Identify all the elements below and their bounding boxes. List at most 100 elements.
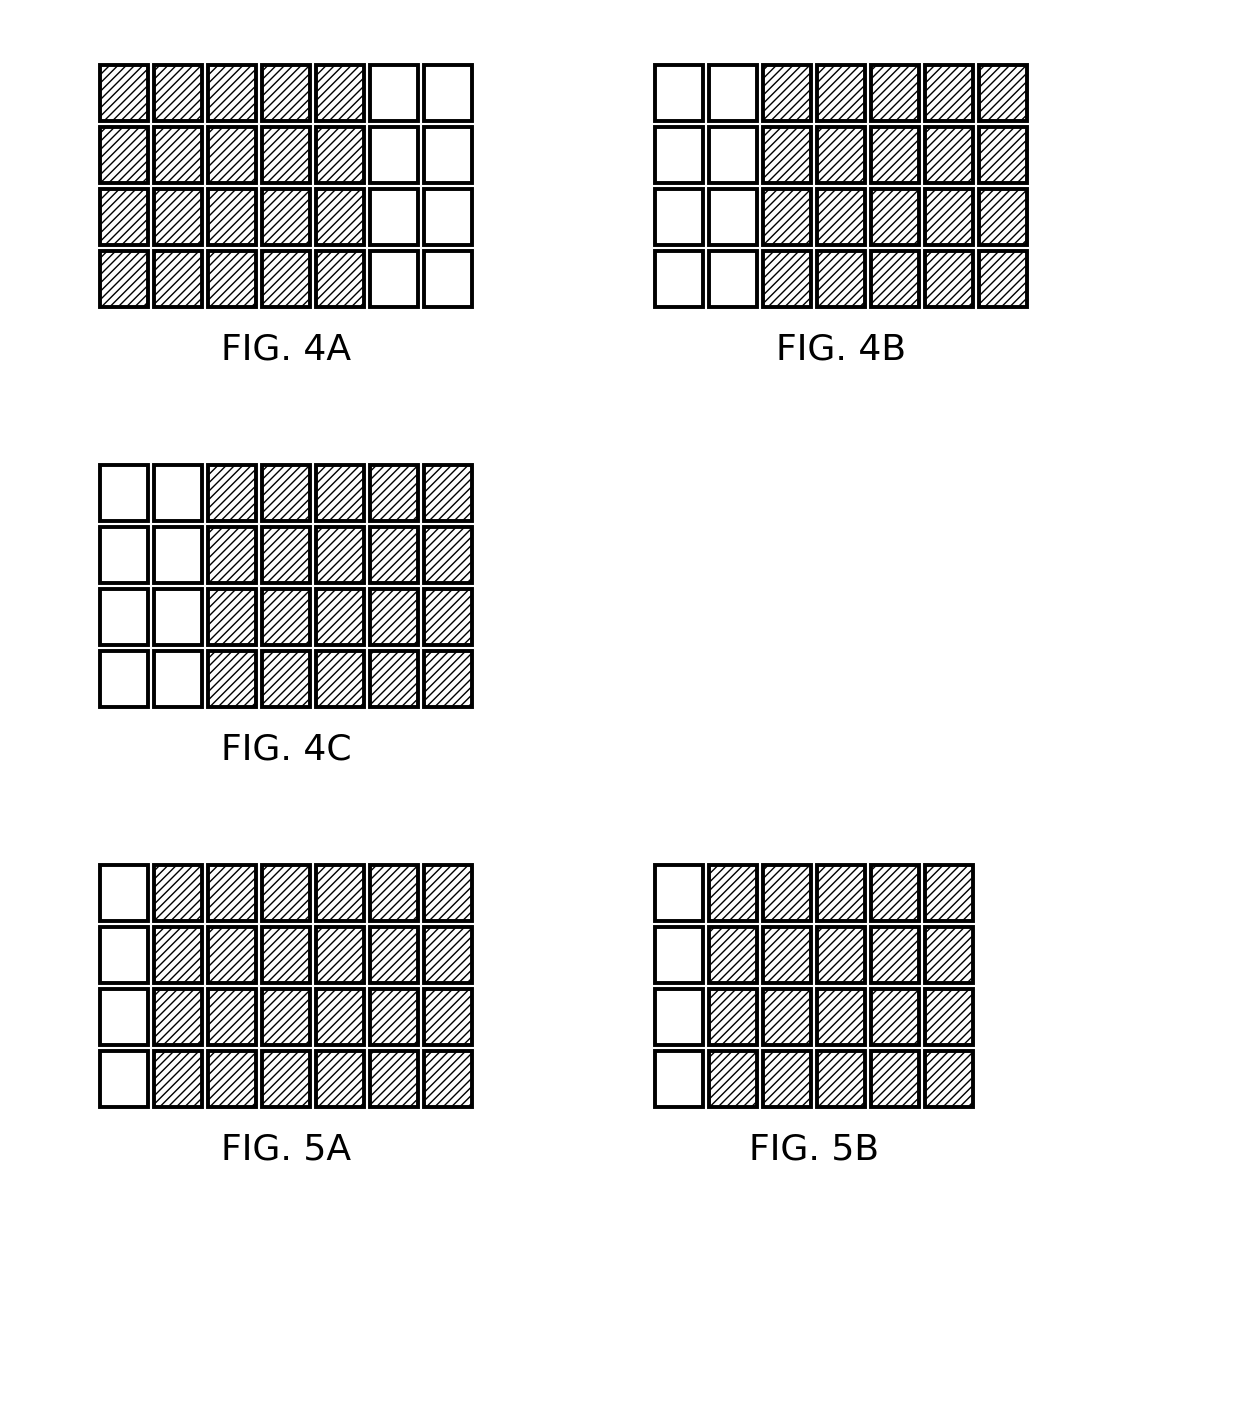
Bar (763, 989, 811, 1045)
Bar (316, 928, 365, 983)
Bar (424, 989, 472, 1045)
Bar (208, 589, 255, 645)
Bar (709, 928, 756, 983)
Bar (370, 251, 418, 307)
Bar (870, 127, 919, 183)
Bar (870, 251, 919, 307)
Bar (208, 527, 255, 584)
Bar (763, 127, 811, 183)
Bar (763, 928, 811, 983)
Bar (316, 651, 365, 706)
Bar (424, 527, 472, 584)
Bar (316, 527, 365, 584)
Bar (424, 465, 472, 521)
Bar (208, 989, 255, 1045)
Text: FIG. 4C: FIG. 4C (221, 732, 351, 766)
Bar (709, 251, 756, 307)
Bar (817, 928, 866, 983)
Bar (100, 928, 148, 983)
Bar (817, 865, 866, 920)
Bar (763, 188, 811, 245)
Bar (870, 1052, 919, 1107)
Bar (262, 251, 310, 307)
Bar (925, 188, 973, 245)
Bar (262, 928, 310, 983)
Bar (870, 865, 919, 920)
Bar (709, 127, 756, 183)
Bar (980, 127, 1027, 183)
Bar (262, 188, 310, 245)
Bar (370, 188, 418, 245)
Bar (709, 188, 756, 245)
Bar (100, 527, 148, 584)
Bar (925, 251, 973, 307)
Bar (655, 989, 703, 1045)
Bar (100, 1052, 148, 1107)
Bar (925, 1052, 973, 1107)
Bar (870, 989, 919, 1045)
Bar (370, 1052, 418, 1107)
Bar (925, 865, 973, 920)
Bar (100, 589, 148, 645)
Bar (424, 651, 472, 706)
Bar (424, 127, 472, 183)
Bar (208, 251, 255, 307)
Bar (262, 865, 310, 920)
Bar (655, 1052, 703, 1107)
Bar (709, 1052, 756, 1107)
Bar (208, 651, 255, 706)
Bar (262, 465, 310, 521)
Bar (208, 465, 255, 521)
Bar (370, 651, 418, 706)
Bar (316, 127, 365, 183)
Bar (262, 527, 310, 584)
Bar (316, 66, 365, 121)
Bar (424, 251, 472, 307)
Bar (925, 928, 973, 983)
Bar (262, 651, 310, 706)
Bar (316, 251, 365, 307)
Bar (208, 127, 255, 183)
Bar (424, 589, 472, 645)
Bar (100, 66, 148, 121)
Bar (817, 1052, 866, 1107)
Bar (925, 127, 973, 183)
Bar (817, 66, 866, 121)
Bar (316, 865, 365, 920)
Bar (655, 928, 703, 983)
Bar (817, 251, 866, 307)
Bar (925, 989, 973, 1045)
Bar (154, 989, 202, 1045)
Bar (370, 527, 418, 584)
Bar (980, 188, 1027, 245)
Bar (262, 1052, 310, 1107)
Bar (424, 66, 472, 121)
Bar (424, 1052, 472, 1107)
Bar (655, 127, 703, 183)
Bar (370, 66, 418, 121)
Bar (208, 188, 255, 245)
Bar (154, 188, 202, 245)
Bar (100, 127, 148, 183)
Bar (262, 127, 310, 183)
Bar (763, 1052, 811, 1107)
Bar (316, 589, 365, 645)
Bar (100, 651, 148, 706)
Bar (154, 589, 202, 645)
Bar (763, 251, 811, 307)
Bar (262, 989, 310, 1045)
Bar (208, 928, 255, 983)
Bar (655, 865, 703, 920)
Bar (817, 188, 866, 245)
Bar (370, 127, 418, 183)
Bar (709, 989, 756, 1045)
Bar (370, 465, 418, 521)
Text: FIG. 5B: FIG. 5B (749, 1132, 879, 1166)
Bar (709, 66, 756, 121)
Bar (763, 865, 811, 920)
Bar (154, 527, 202, 584)
Bar (154, 651, 202, 706)
Text: FIG. 4B: FIG. 4B (776, 332, 906, 365)
Bar (100, 865, 148, 920)
Bar (154, 865, 202, 920)
